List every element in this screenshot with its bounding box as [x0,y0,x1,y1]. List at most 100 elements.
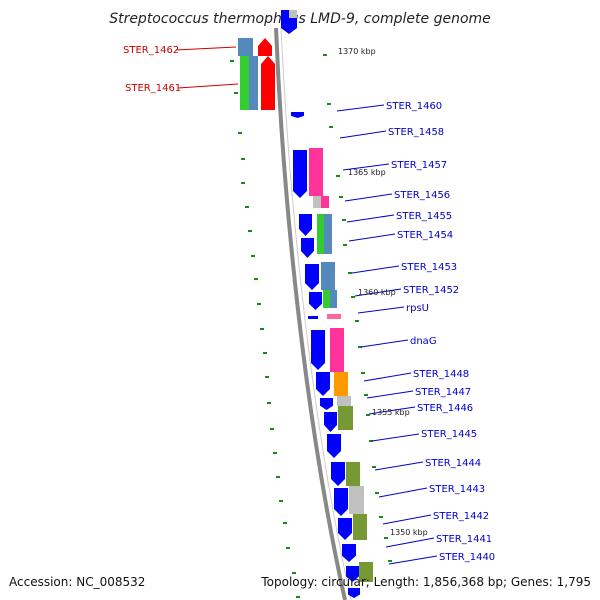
tick-mark [388,560,392,562]
tick-mark [375,492,379,494]
cog-box [321,196,329,208]
tick-mark [329,126,333,128]
leader-line [374,461,424,471]
gene-label: STER_1446 [417,403,473,414]
cds-arrow-red-2 [261,56,275,110]
gene-label: STER_1452 [403,285,459,296]
tick-mark [279,500,283,502]
cds-arrow [348,588,360,598]
tick-mark [241,158,245,160]
cog-box [317,214,325,254]
leader-line [339,130,387,139]
tick-mark [273,452,277,454]
gene-label: STER_1448 [413,369,469,380]
tick-mark [260,328,264,330]
tick-mark [348,272,352,274]
gene-label: STER_1455 [396,211,452,222]
tick-mark [234,92,238,94]
cog-box-green [240,56,249,110]
leader-line [175,46,237,51]
label-leaders [175,46,438,565]
gene-block-left [238,38,275,110]
cds-arrow [309,292,322,310]
tick-mark [361,372,365,374]
cds-arrow [299,214,312,236]
leader-line [385,537,435,548]
cds-arrow [331,462,345,486]
gene-label: STER_1445 [421,429,477,440]
cog-box [349,486,364,514]
cds-arrow [311,330,325,370]
leader-line [378,487,428,498]
gene-label: STER_1443 [429,484,485,495]
scale-label: 1355 kbp [372,408,410,417]
tick-mark [327,103,331,105]
gene-label: STER_1457 [391,160,447,171]
cog-box-steelblue [238,38,253,56]
leader-line [368,406,416,415]
gene-label: STER_1461 [125,83,181,94]
cog-box [330,290,337,308]
cog-box [337,396,351,406]
cds-small [308,316,318,319]
tick-mark [369,440,373,442]
gene-label: STER_1442 [433,511,489,522]
cds-track-right [291,112,373,598]
cds-arrow [320,398,333,410]
tick-mark [339,196,343,198]
cog-box [324,214,332,254]
leader-line [342,163,390,171]
cds-arrow [291,112,304,118]
gene-label: STER_1460 [386,101,442,112]
tick-mark [372,466,376,468]
cds-arrow [301,238,314,258]
tick-mark [364,394,368,396]
leader-line [336,104,385,112]
leader-line [382,514,432,525]
scale-label: 1360 kbp [358,288,396,297]
cog-box [334,372,348,396]
tick-mark [276,476,280,478]
gene-label: STER_1456 [394,190,450,201]
scale-label: 1365 kbp [348,168,386,177]
tick-mark [270,428,274,430]
cog-box [323,290,330,308]
scale-labels: 1370 kbp 1365 kbp 1360 kbp 1355 kbp 1350… [338,47,428,537]
tick-mark [257,303,261,305]
leader-line [348,233,396,242]
tick-mark [265,376,269,378]
leader-line [360,339,409,348]
gene-label: STER_1447 [415,387,471,398]
gene-labels-left: STER_1462 STER_1461 [123,45,181,94]
gene-label: STER_1440 [439,552,495,563]
cds-arrow [324,412,337,432]
tick-mark [286,547,290,549]
gene-label: dnaG [410,336,437,347]
leader-line [354,288,402,297]
leader-line [366,390,414,399]
tick-mark [358,346,362,348]
map-title: Streptococcus thermophilus LMD-9, comple… [109,11,491,27]
cds-arrow [346,566,359,582]
tick-mark [379,516,383,518]
cog-box [353,514,367,540]
cog-box [327,314,341,319]
cds-arrow [342,544,356,562]
tick-mark [323,54,327,56]
gene-label: STER_1444 [425,458,481,469]
cog-box [330,328,344,372]
cog-box [359,562,373,582]
cog-box [346,462,360,486]
tick-mark [267,402,271,404]
tick-mark [283,522,287,524]
tick-mark [342,219,346,221]
tick-mark [336,175,340,177]
cds-arrow [338,518,352,540]
tick-mark [292,572,296,574]
tick-mark [355,320,359,322]
accession-text: Accession: NC_008532 [9,575,145,589]
cog-box [321,262,335,290]
tick-mark [248,230,252,232]
tick-mark [241,182,245,184]
leader-line [371,433,420,442]
